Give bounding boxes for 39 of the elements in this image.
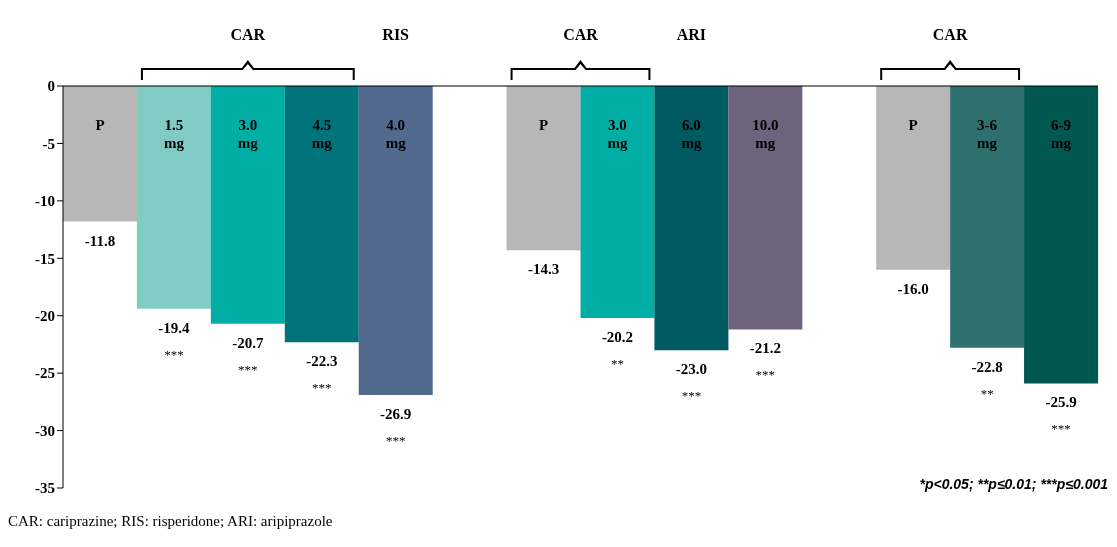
x-tick-label: 10.0 mg bbox=[752, 117, 779, 151]
text: CAR bbox=[230, 26, 266, 43]
data-label: -23.0 *** bbox=[675, 361, 708, 404]
x-tick-label: 3-6 mg bbox=[977, 117, 998, 151]
y-tick-label: -30 bbox=[35, 422, 55, 439]
annotation: *p<0.05; **p≤0.01; ***p≤0.001 bbox=[919, 476, 1108, 492]
data-label: -16.0 bbox=[897, 280, 929, 297]
data-label: -22.3 *** bbox=[306, 353, 338, 396]
text: CAR bbox=[563, 26, 599, 43]
x-tick-label: P bbox=[538, 117, 549, 133]
data-label: -25.9 *** bbox=[1045, 394, 1077, 437]
data-label: -22.8 ** bbox=[971, 358, 1003, 401]
data-label: -14.3 bbox=[527, 261, 560, 278]
x-tick-label: 4.5 mg bbox=[311, 117, 333, 151]
y-tick-label: 0 bbox=[47, 78, 55, 95]
x-tick-label: 6-9 mg bbox=[1051, 117, 1072, 151]
x-tick-label: P bbox=[908, 117, 918, 133]
data-label: -20.2 ** bbox=[601, 329, 634, 372]
x-tick-label: 4.0 mg bbox=[385, 117, 407, 151]
x-tick-label: 6.0 mg bbox=[681, 117, 702, 151]
text: CAR: cariprazine; RIS: risperidone; ARI: aripiprazole bbox=[8, 513, 333, 530]
x-tick-label: 3.0 mg bbox=[237, 117, 259, 151]
y-tick-label: -15 bbox=[35, 250, 55, 267]
y-tick-label: -5 bbox=[42, 135, 55, 152]
text: RIS bbox=[382, 26, 410, 43]
x-tick-label: 3.0 mg bbox=[607, 117, 628, 151]
x-tick-label: 1.5 mg bbox=[163, 117, 185, 151]
x-tick-label: P bbox=[95, 117, 105, 133]
y-tick-label: -10 bbox=[35, 193, 55, 210]
data-label: -26.9 *** bbox=[380, 405, 412, 448]
data-label: -20.7 *** bbox=[232, 334, 264, 377]
data-label: -21.2 *** bbox=[749, 340, 781, 383]
data-label: -19.4 *** bbox=[158, 319, 191, 362]
y-tick-label: -25 bbox=[35, 365, 55, 382]
text: ARI bbox=[676, 26, 707, 43]
y-tick-label: -20 bbox=[35, 308, 55, 325]
data-label: -11.8 bbox=[84, 232, 116, 249]
text: CAR bbox=[932, 26, 968, 43]
y-tick-label: -35 bbox=[35, 480, 55, 497]
